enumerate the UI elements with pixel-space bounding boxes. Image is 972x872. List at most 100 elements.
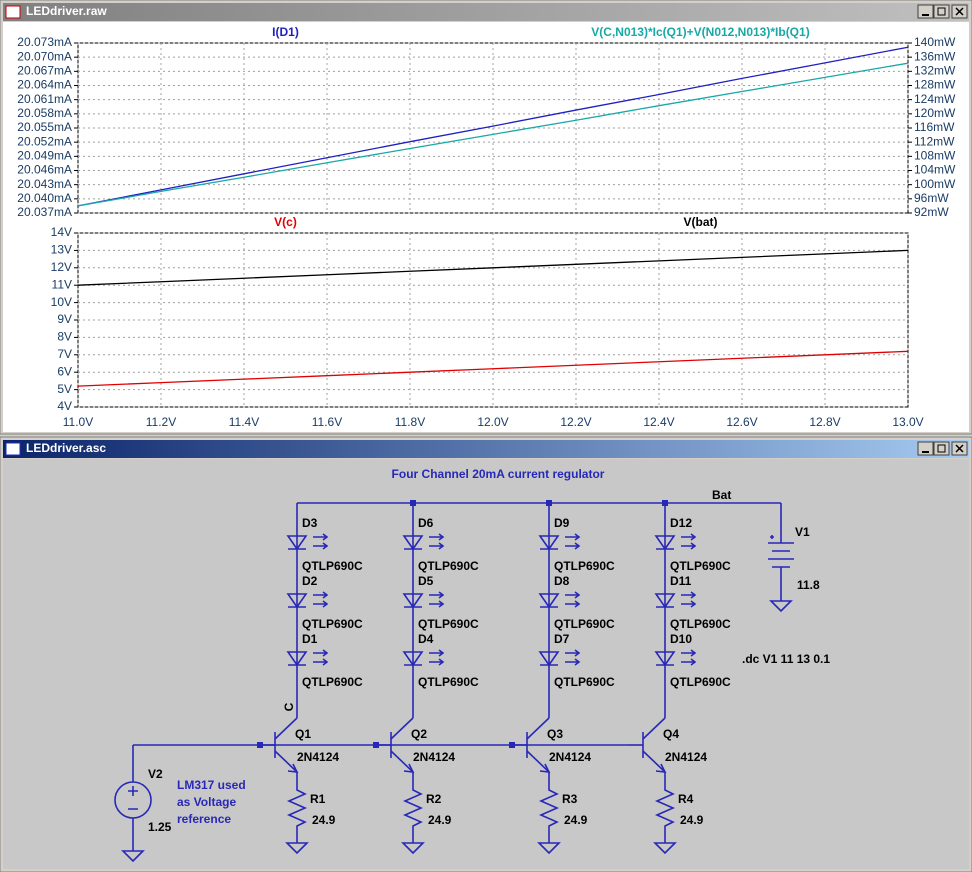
- label: QTLP690C: [670, 675, 731, 689]
- x-tick-label: 13.0V: [892, 415, 923, 429]
- label: D9: [554, 516, 570, 530]
- y-tick-label: 9V: [57, 312, 72, 326]
- window-buttons: [917, 441, 968, 456]
- light-arrows: [681, 533, 697, 550]
- ground: [121, 850, 145, 863]
- light-arrows: [681, 649, 697, 666]
- label: 1.25: [148, 820, 172, 834]
- maximize-button[interactable]: [933, 4, 950, 19]
- label: QTLP690C: [302, 617, 363, 631]
- y-tick-label: 14V: [51, 225, 72, 239]
- x-tick-label: 12.6V: [726, 415, 757, 429]
- minimize-button[interactable]: [917, 4, 934, 19]
- ground: [537, 842, 561, 855]
- y2-tick-label: 132mW: [914, 64, 956, 78]
- light-arrows: [429, 591, 445, 608]
- y2-tick-label: 100mW: [914, 177, 956, 191]
- label: D4: [418, 632, 434, 646]
- series-line: [77, 249, 909, 286]
- label: QTLP690C: [554, 559, 615, 573]
- transistor: [642, 717, 666, 740]
- resistor: [403, 785, 423, 843]
- label: D3: [302, 516, 318, 530]
- y2-tick-label: 112mW: [914, 134, 955, 148]
- schematic-canvas: [3, 459, 969, 869]
- light-arrows: [429, 533, 445, 550]
- diode: [654, 535, 676, 551]
- label: D10: [670, 632, 692, 646]
- y-tick-label: 20.058mA: [17, 106, 72, 120]
- legend-entry: I(D1): [272, 25, 299, 39]
- diode: [654, 593, 676, 609]
- label: QTLP690C: [418, 559, 479, 573]
- transistor: [274, 717, 298, 740]
- label: R1: [310, 792, 326, 806]
- x-tick-label: 11.6V: [312, 415, 342, 429]
- maximize-button[interactable]: [933, 441, 950, 456]
- y-tick-label: 20.055mA: [17, 120, 72, 134]
- label: V1: [795, 525, 810, 539]
- y2-tick-label: 136mW: [914, 49, 956, 63]
- label: QTLP690C: [418, 675, 479, 689]
- battery: [768, 542, 794, 568]
- y-tick-label: 20.073mA: [17, 35, 72, 49]
- emitter-arrow: [403, 763, 415, 773]
- window-icon: [5, 5, 21, 19]
- label: D1: [302, 632, 318, 646]
- transistor: [526, 717, 550, 740]
- y-tick-label: 20.040mA: [17, 191, 72, 205]
- label: D7: [554, 632, 570, 646]
- label: D6: [418, 516, 434, 530]
- y-tick-label: 20.046mA: [17, 163, 72, 177]
- label: D8: [554, 574, 570, 588]
- label: 2N4124: [297, 750, 339, 764]
- label: 24.9: [312, 813, 336, 827]
- light-arrows: [313, 533, 329, 550]
- label: QTLP690C: [670, 617, 731, 631]
- label: Q2: [411, 727, 427, 741]
- label: Q3: [547, 727, 563, 741]
- label: 11.8: [797, 578, 820, 592]
- diode: [286, 535, 308, 551]
- label: D11: [670, 574, 692, 588]
- y2-tick-label: 96mW: [914, 191, 949, 205]
- label: R4: [678, 792, 694, 806]
- emitter-arrow: [287, 763, 299, 773]
- ground: [401, 842, 425, 855]
- y2-tick-label: 108mW: [914, 149, 956, 163]
- label: 2N4124: [665, 750, 707, 764]
- label: 24.9: [428, 813, 452, 827]
- x-tick-label: 12.8V: [809, 415, 840, 429]
- diode: [402, 651, 424, 667]
- label: R2: [426, 792, 442, 806]
- title-bar[interactable]: [3, 3, 969, 21]
- light-arrows: [313, 649, 329, 666]
- label: 24.9: [680, 813, 704, 827]
- y2-tick-label: 116mW: [914, 120, 955, 134]
- label: Q1: [295, 727, 311, 741]
- x-tick-label: 11.2V: [146, 415, 176, 429]
- label: Bat: [712, 488, 731, 502]
- diode: [538, 651, 560, 667]
- window-buttons: [917, 4, 968, 19]
- resistor: [287, 785, 307, 843]
- legend-entry: V(C,N013)*Ic(Q1)+V(N012,N013)*Ib(Q1): [591, 25, 809, 39]
- y-tick-label: 20.064mA: [17, 78, 72, 92]
- window-title: LEDdriver.raw: [26, 4, 107, 18]
- label: D2: [302, 574, 318, 588]
- y2-tick-label: 128mW: [914, 78, 956, 92]
- ground: [653, 842, 677, 855]
- y-tick-label: 4V: [57, 399, 72, 413]
- y-tick-label: 11V: [52, 277, 72, 291]
- light-arrows: [429, 649, 445, 666]
- comment: LM317 used: [177, 778, 246, 792]
- title-bar[interactable]: [3, 440, 969, 458]
- label: QTLP690C: [670, 559, 731, 573]
- label: R3: [562, 792, 578, 806]
- minimize-button[interactable]: [917, 441, 934, 456]
- y2-tick-label: 140mW: [914, 35, 956, 49]
- x-tick-label: 12.0V: [477, 415, 508, 429]
- x-tick-label: 12.2V: [560, 415, 591, 429]
- diode: [286, 593, 308, 609]
